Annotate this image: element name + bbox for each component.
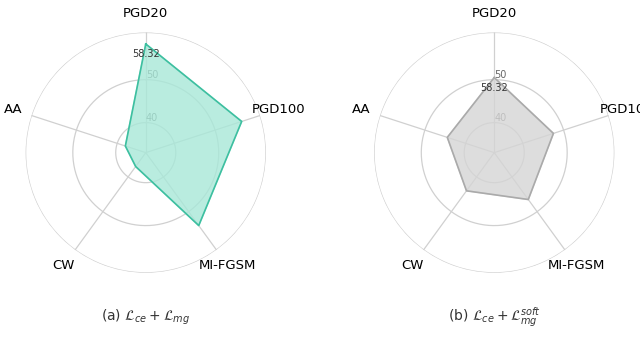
Text: 58.32: 58.32 [481,83,508,93]
Text: 58.32: 58.32 [132,49,159,59]
Polygon shape [125,44,242,226]
Title: (b) $\mathcal{L}_{ce} + \mathcal{L}_{mg}^{soft}$: (b) $\mathcal{L}_{ce} + \mathcal{L}_{mg}… [448,305,541,329]
Title: (a) $\mathcal{L}_{ce} + \mathcal{L}_{mg}$: (a) $\mathcal{L}_{ce} + \mathcal{L}_{mg}… [101,308,190,327]
Polygon shape [447,78,554,200]
